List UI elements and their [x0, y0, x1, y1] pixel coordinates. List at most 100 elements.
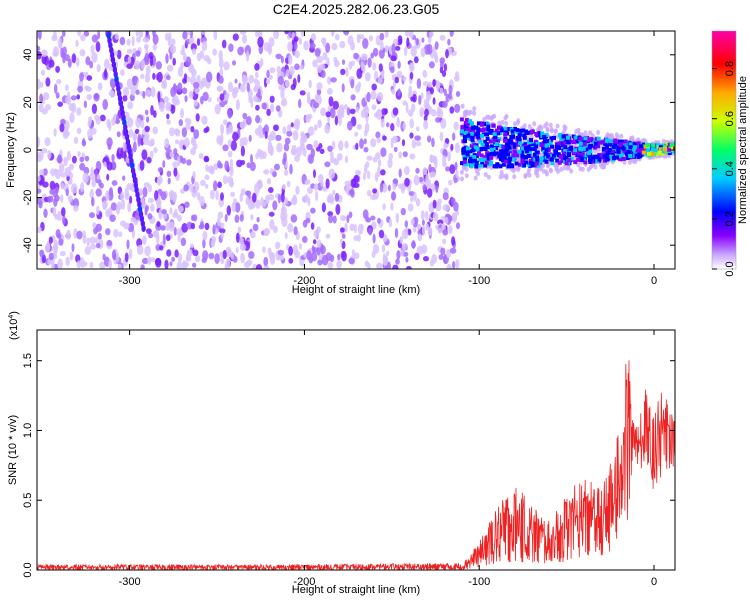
- spectrogram-cell: [449, 106, 455, 114]
- spectrogram-cell: [47, 195, 52, 203]
- spectrogram-cell: [127, 201, 132, 213]
- signal-cell: [480, 142, 485, 147]
- signal-cell: [639, 152, 644, 157]
- signal-cell: [522, 133, 527, 138]
- signal-cell: [653, 148, 658, 153]
- spectrogram-cell: [399, 236, 404, 244]
- spectrogram-cell: [86, 237, 90, 247]
- spectrogram-cell: [440, 60, 444, 69]
- spectrogram-cell: [217, 160, 222, 169]
- spectrogram-cell: [460, 103, 465, 109]
- spectrogram-cells: [37, 31, 675, 269]
- signal-cell: [576, 157, 581, 162]
- spectrogram-cell: [82, 230, 86, 238]
- spectrogram-cell: [337, 112, 343, 120]
- spectrogram-cell: [370, 138, 377, 148]
- spectrogram-cell: [287, 41, 293, 52]
- signal-cell: [485, 151, 490, 156]
- spectrogram-cell: [263, 256, 269, 267]
- signal-cell: [599, 155, 604, 160]
- spectrogram-cell: [255, 264, 263, 269]
- spectrogram-cell: [413, 191, 417, 202]
- spectrogram-cell: [269, 145, 274, 157]
- spectrogram-cell: [158, 101, 165, 113]
- spectrogram-cell: [442, 229, 449, 236]
- spectrogram-cell: [627, 159, 632, 165]
- signal-cell: [566, 135, 570, 140]
- spectrogram-cell: [108, 63, 113, 72]
- spectrogram-cell: [349, 223, 355, 232]
- signal-cell: [561, 154, 566, 159]
- spectrogram-cell: [559, 167, 564, 172]
- spectrogram-cell: [85, 56, 91, 66]
- spectrogram-cell: [235, 99, 240, 111]
- spectrogram-cell: [65, 229, 71, 240]
- spectrogram-cell: [375, 131, 381, 139]
- spectrogram-cell: [94, 114, 100, 121]
- spectrogram-cell: [84, 246, 92, 255]
- signal-cell: [544, 143, 549, 148]
- spectrogram-cell: [439, 131, 444, 142]
- spectrogram-cell: [65, 84, 69, 92]
- spectrogram-cell: [102, 99, 108, 110]
- spectrogram-cell: [272, 171, 277, 178]
- spectrogram-cell: [353, 252, 360, 260]
- spectrogram-cell: [421, 37, 425, 43]
- signal-cell: [589, 137, 594, 142]
- signal-cell: [484, 142, 489, 147]
- spectrogram-cell: [434, 159, 438, 169]
- spectrogram-cell: [180, 237, 187, 247]
- signal-cell: [466, 133, 471, 138]
- spectrogram-cell: [105, 209, 110, 218]
- spectrogram-cell: [180, 61, 185, 69]
- spectrogram-cell: [145, 31, 149, 36]
- spectrogram-cell: [554, 163, 559, 169]
- snr-line: [37, 360, 675, 570]
- signal-cell: [648, 143, 653, 148]
- spectrogram-cell: [122, 95, 128, 102]
- signal-cell: [633, 145, 638, 150]
- spectrogram-cell: [356, 123, 362, 130]
- signal-cell: [535, 142, 540, 146]
- spectrogram-cell: [406, 37, 410, 47]
- spectrogram-cell: [141, 129, 146, 136]
- spectrogram-cell: [388, 218, 393, 228]
- spectrogram-cell: [252, 263, 257, 269]
- spectrogram-cell: [294, 118, 301, 128]
- x-tick-label: -300: [119, 576, 141, 588]
- spectrogram-cell: [164, 138, 170, 149]
- spectrogram-cell: [239, 192, 243, 203]
- spectrogram-cell: [65, 95, 72, 105]
- spectrogram-cell: [500, 119, 505, 125]
- spectrogram-cell: [277, 194, 281, 204]
- signal-cell: [515, 153, 520, 158]
- spectrogram-cell: [112, 161, 116, 171]
- signal-cell: [544, 159, 549, 164]
- spectrogram-cell: [466, 110, 471, 116]
- spectrogram-cell: [277, 75, 284, 85]
- signal-cell: [482, 127, 487, 132]
- signal-cell: [559, 154, 564, 159]
- signal-cell: [611, 145, 616, 150]
- spectrogram-cell: [374, 171, 379, 182]
- spectrogram-cell: [356, 33, 361, 44]
- spectrogram-cell: [435, 117, 441, 123]
- signal-cell: [525, 131, 530, 135]
- spectrogram-cell: [320, 70, 326, 78]
- spectrogram-cell: [361, 53, 368, 61]
- spectrogram-cell: [349, 108, 356, 115]
- spectrogram-cell: [39, 169, 45, 176]
- spectrogram-cell: [91, 52, 98, 63]
- spectrogram-cell: [423, 120, 429, 130]
- spectrogram-cell: [126, 48, 133, 55]
- spectrogram-cell: [217, 181, 223, 189]
- spectrogram-cell: [79, 156, 85, 163]
- spectrogram-cell: [355, 142, 359, 150]
- spectrogram-cell: [89, 262, 94, 269]
- spectrogram-cell: [434, 51, 438, 62]
- signal-cell: [552, 136, 556, 140]
- signal-cell: [532, 157, 537, 162]
- spectrogram-cell: [291, 144, 297, 156]
- spectrogram-cell: [89, 60, 94, 69]
- signal-cell: [463, 157, 468, 162]
